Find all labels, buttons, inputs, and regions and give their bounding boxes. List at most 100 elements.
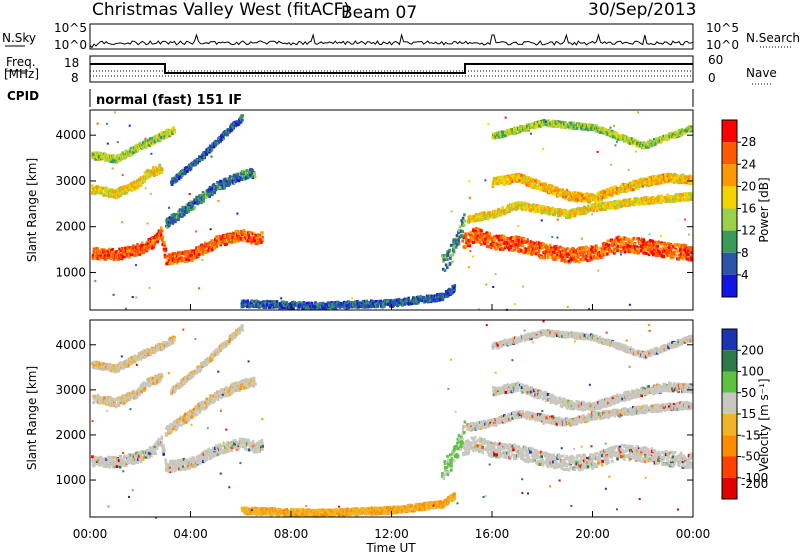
data-cell xyxy=(160,170,164,174)
data-cell xyxy=(574,193,578,197)
data-cell xyxy=(674,194,678,198)
data-cell xyxy=(138,250,142,254)
data-cell xyxy=(212,243,216,246)
data-cell xyxy=(527,184,531,188)
data-cell xyxy=(209,189,212,193)
data-cell xyxy=(181,173,184,177)
data-cell xyxy=(572,121,575,125)
data-cell xyxy=(200,243,203,247)
data-cell xyxy=(592,193,595,197)
data-cell xyxy=(212,145,216,149)
data-cell xyxy=(201,157,204,161)
data-cell xyxy=(116,154,119,158)
data-cell xyxy=(122,188,126,192)
data-cell xyxy=(236,237,240,241)
data-cell xyxy=(585,254,588,258)
data-cell xyxy=(564,197,567,201)
data-cell xyxy=(611,206,614,210)
data-cell xyxy=(630,241,633,245)
data-cell xyxy=(110,256,113,260)
data-cell xyxy=(517,236,521,240)
data-cell xyxy=(658,198,661,202)
data-cell xyxy=(126,245,130,249)
data-cell xyxy=(517,238,520,242)
data-cell xyxy=(536,120,540,124)
data-cell xyxy=(195,246,198,250)
data-cell xyxy=(166,226,169,229)
data-cell xyxy=(534,250,537,253)
data-cell xyxy=(513,245,516,249)
data-cell xyxy=(629,249,632,253)
data-cell xyxy=(655,244,658,248)
data-cell xyxy=(145,176,148,180)
data-cell xyxy=(642,239,646,243)
data-cell xyxy=(478,238,482,242)
data-cell xyxy=(594,199,597,203)
data-cell xyxy=(518,248,522,252)
data-cell xyxy=(526,205,529,209)
data-cell xyxy=(94,255,98,259)
data-cell xyxy=(197,198,201,202)
data-cell xyxy=(494,177,498,181)
data-cell xyxy=(639,200,643,204)
data-cell xyxy=(548,188,551,191)
data-cell xyxy=(663,242,667,246)
data-cell xyxy=(123,156,127,160)
data-cell xyxy=(624,185,627,189)
data-cell xyxy=(690,193,693,197)
data-cell xyxy=(583,249,587,253)
data-cell xyxy=(177,210,181,214)
freq-trace xyxy=(90,63,693,74)
data-cell xyxy=(670,174,673,178)
data-cell xyxy=(119,194,123,198)
data-cell xyxy=(583,251,586,255)
data-cell xyxy=(131,253,134,257)
data-cell xyxy=(167,253,171,257)
data-cell xyxy=(105,257,108,261)
data-cell xyxy=(674,173,677,176)
data-cell xyxy=(191,259,194,263)
data-cell xyxy=(622,236,626,240)
data-cell xyxy=(671,180,674,184)
data-cell xyxy=(590,258,593,262)
data-cell xyxy=(529,123,532,127)
data-cell xyxy=(536,246,539,250)
data-cell xyxy=(533,247,536,251)
data-cell xyxy=(683,243,686,247)
data-cell xyxy=(476,227,480,231)
data-cell xyxy=(553,213,556,217)
data-cell xyxy=(543,250,546,254)
data-cell xyxy=(574,195,578,199)
data-cell xyxy=(102,186,105,190)
data-cell xyxy=(554,247,557,251)
data-cell xyxy=(138,180,141,184)
data-cell xyxy=(690,248,694,252)
data-cell xyxy=(131,152,134,156)
data-cell xyxy=(579,258,582,261)
data-cell xyxy=(606,239,609,243)
data-cell xyxy=(211,248,214,252)
data-cell xyxy=(512,128,516,132)
data-cell xyxy=(124,190,128,194)
data-cell xyxy=(641,177,644,181)
data-cell xyxy=(653,200,657,204)
data-cell xyxy=(107,253,110,257)
data-cell xyxy=(205,195,208,199)
data-cell xyxy=(115,195,119,199)
data-cell xyxy=(245,236,249,240)
data-cell xyxy=(217,137,221,141)
data-cell xyxy=(218,186,222,190)
data-cell xyxy=(636,181,639,185)
data-cell xyxy=(125,184,129,188)
data-cell xyxy=(546,248,549,252)
data-cell xyxy=(553,256,556,260)
data-cell xyxy=(511,236,515,240)
data-cell xyxy=(133,185,137,189)
data-cell xyxy=(684,196,688,200)
data-cell xyxy=(617,205,620,209)
data-cell xyxy=(616,249,619,253)
nave-tick-top: 60 xyxy=(708,53,723,67)
data-cell xyxy=(620,200,624,203)
data-cell xyxy=(555,186,559,190)
freq-panel: Freq. [MHz] 18 8 60 0 Nave xyxy=(4,53,777,85)
